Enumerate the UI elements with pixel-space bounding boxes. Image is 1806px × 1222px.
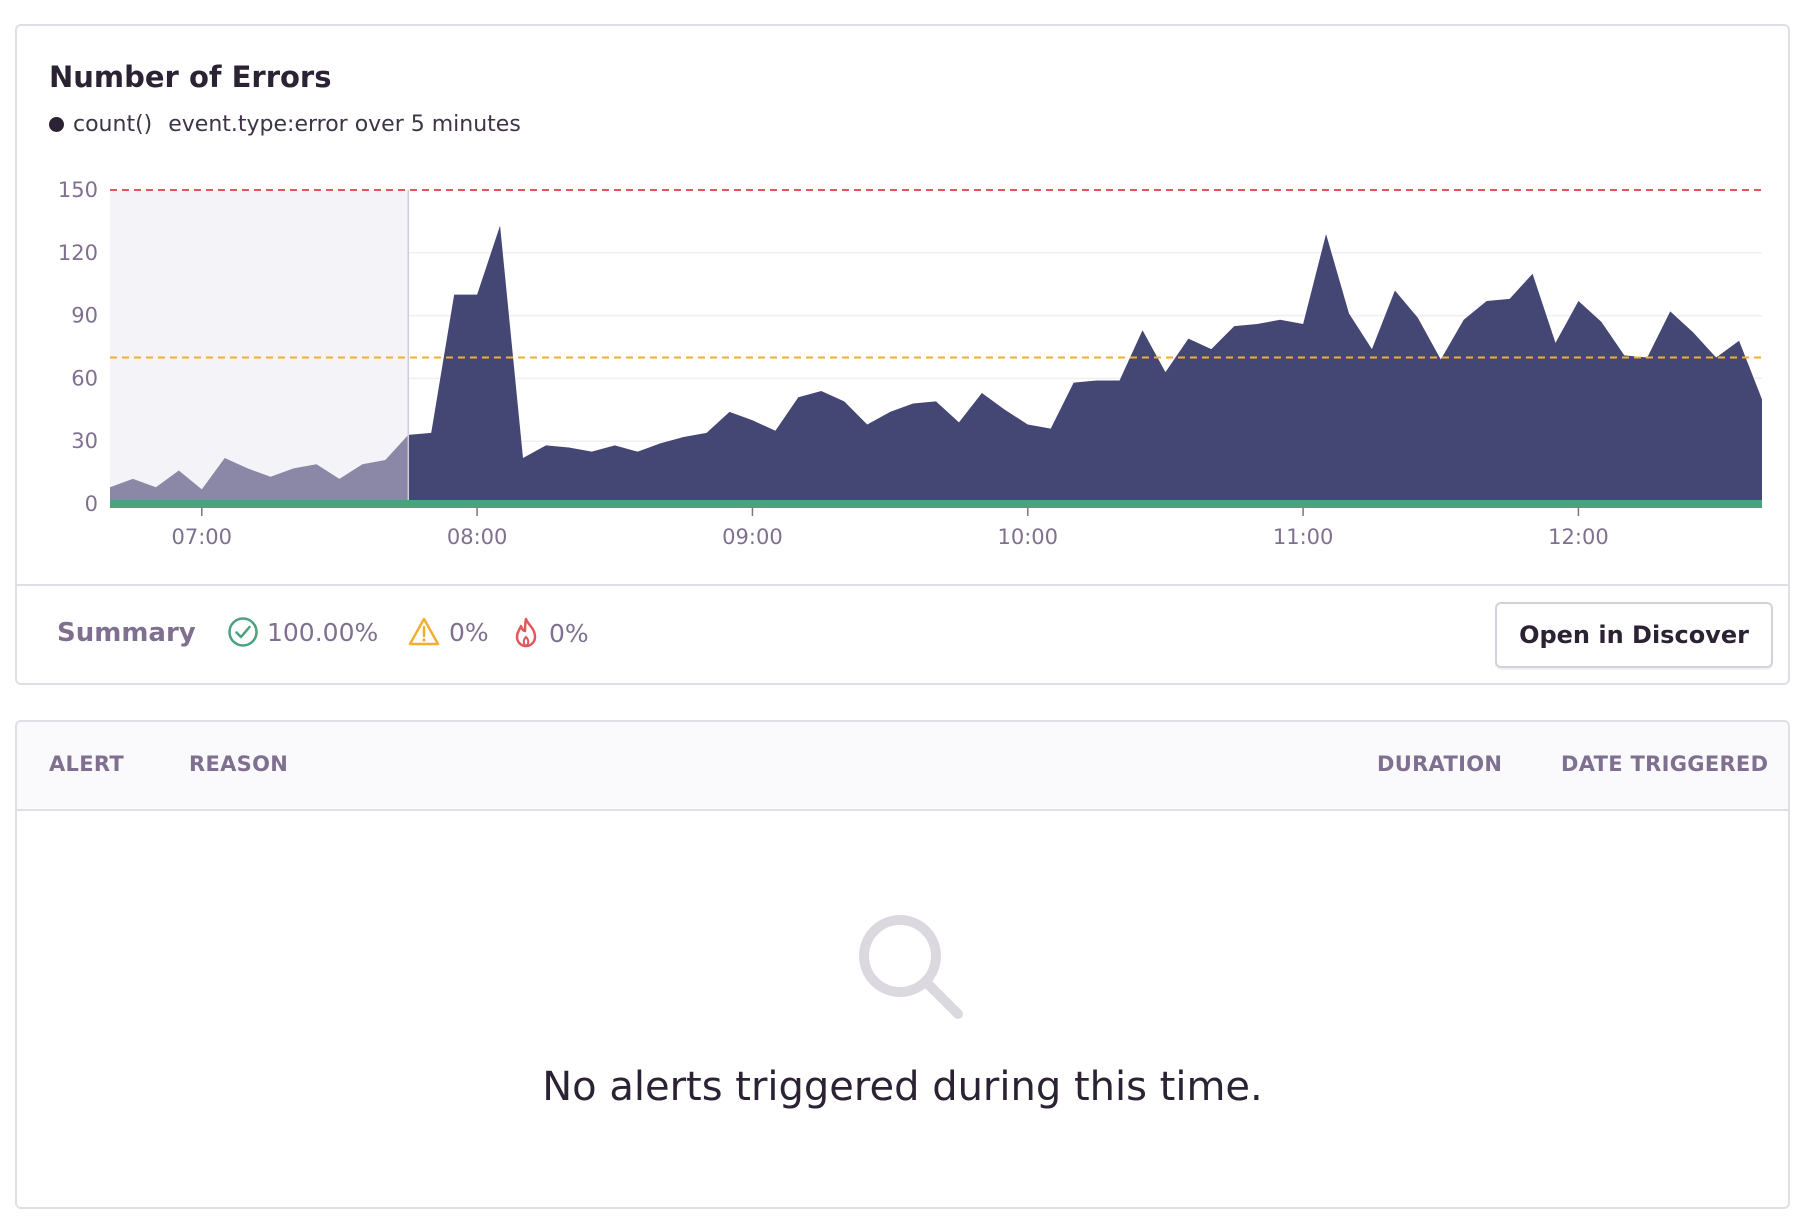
empty-state-message: No alerts triggered during this time. — [542, 1064, 1263, 1110]
x-tick-label: 12:00 — [1548, 525, 1609, 549]
x-tick-label: 07:00 — [172, 525, 233, 549]
x-tick-label: 10:00 — [998, 525, 1059, 549]
chart-legend: count() event.type:error over 5 minutes — [49, 112, 521, 137]
warning-triangle-icon — [408, 617, 440, 646]
critical-percent: 0% — [549, 618, 589, 648]
check-circle-icon — [228, 617, 258, 647]
chart-title: Number of Errors — [49, 60, 332, 94]
x-tick-label: 08:00 — [447, 525, 508, 549]
critical-stat: 0% — [511, 616, 589, 650]
x-tick-label: 09:00 — [722, 525, 783, 549]
y-tick-label: 120 — [58, 241, 98, 265]
open-in-discover-button[interactable]: Open in Discover — [1495, 602, 1773, 668]
column-header-duration[interactable]: DURATION — [1377, 752, 1503, 776]
search-icon — [859, 915, 963, 1019]
series-area-previous — [110, 434, 409, 504]
summary-bar: Summary 100.00% 0% 0% Open in Discover — [17, 584, 1788, 683]
status-baseline — [110, 500, 1762, 508]
y-tick-label: 150 — [58, 178, 98, 202]
summary-label: Summary — [57, 618, 196, 648]
column-header-alert[interactable]: ALERT — [49, 752, 125, 776]
chart-panel: Number of Errors count() event.type:erro… — [15, 24, 1790, 685]
y-tick-label: 90 — [71, 304, 98, 328]
error-count-chart[interactable]: 0 30 60 90 120 150 07:00 08:00 09:00 10:00 11:00 12… — [17, 26, 1790, 586]
warning-percent: 0% — [449, 617, 489, 647]
resolved-percent: 100.00% — [267, 617, 379, 647]
legend-query: event.type:error over 5 minutes — [168, 112, 521, 137]
legend-dot-icon — [49, 117, 64, 132]
resolved-stat: 100.00% — [227, 616, 378, 648]
alerts-table-panel: ALERT REASON DURATION DATE TRIGGERED No … — [15, 720, 1790, 1209]
y-tick-label: 30 — [71, 429, 98, 453]
y-tick-label: 60 — [71, 366, 98, 390]
series-area — [408, 225, 1762, 504]
warning-stat: 0% — [407, 616, 489, 648]
column-header-reason[interactable]: REASON — [189, 752, 289, 776]
fire-icon — [515, 617, 537, 648]
x-tick-label: 11:00 — [1273, 525, 1334, 549]
y-tick-label: 0 — [85, 492, 98, 516]
column-header-date-triggered[interactable]: DATE TRIGGERED — [1561, 752, 1769, 776]
table-header: ALERT REASON DURATION DATE TRIGGERED — [17, 722, 1788, 811]
comparison-region — [110, 190, 409, 504]
legend-series: count() — [73, 112, 153, 137]
